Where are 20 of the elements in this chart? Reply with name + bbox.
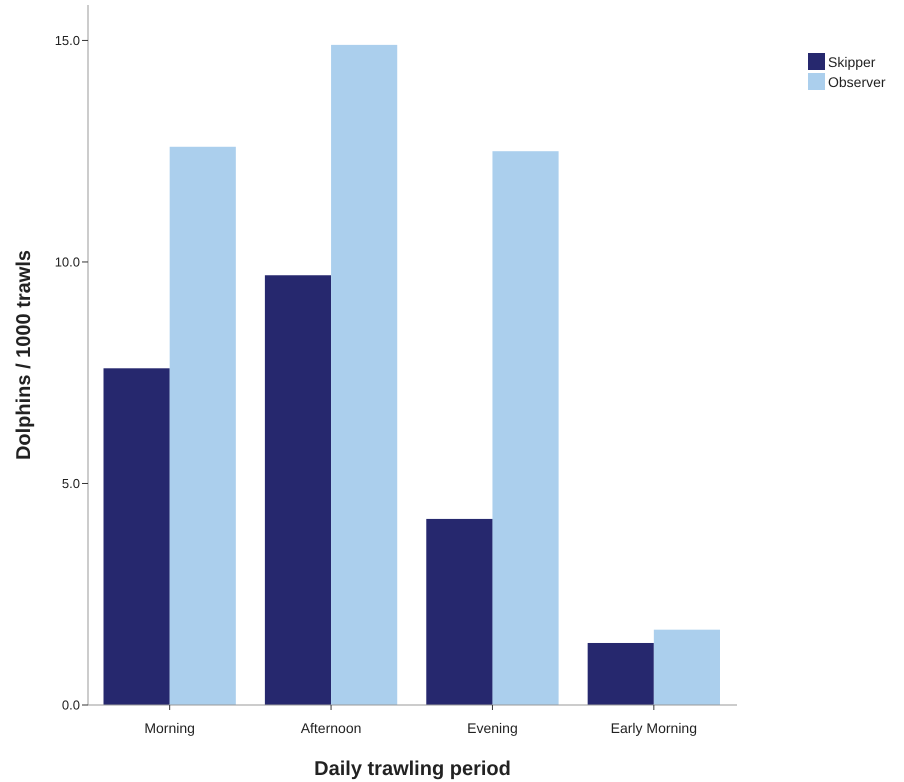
x-tick-label: Early Morning <box>610 720 698 736</box>
x-axis-title: Daily trawling period <box>314 758 511 780</box>
y-tick-label: 15.0 <box>54 32 80 48</box>
y-axis-title: Dolphins / 1000 trawls <box>13 250 35 460</box>
x-tick-label: Evening <box>467 720 518 736</box>
bar <box>331 44 398 705</box>
y-tick-label: 10.0 <box>54 254 80 270</box>
bar <box>426 518 492 705</box>
bar <box>588 642 654 705</box>
legend-label: Observer <box>828 74 886 90</box>
bar <box>654 630 720 705</box>
x-tick-label: Afternoon <box>300 720 362 736</box>
bar <box>104 368 170 705</box>
bar <box>264 275 332 705</box>
y-tick-label: 0.0 <box>62 698 80 713</box>
legend-label: Skipper <box>828 54 876 70</box>
x-tick-label: Morning <box>144 720 195 736</box>
bar <box>170 146 236 705</box>
bar <box>492 151 559 705</box>
y-tick-label: 5.0 <box>62 476 80 492</box>
